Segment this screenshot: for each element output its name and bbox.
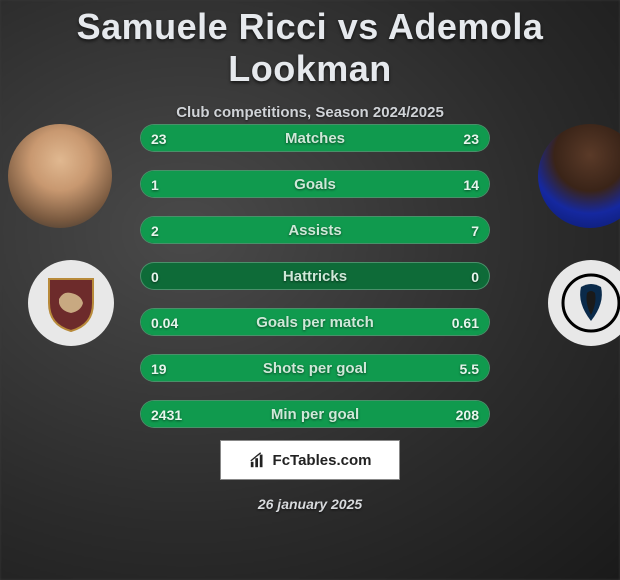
stat-row: 19Shots per goal5.5 — [140, 354, 490, 382]
fctables-logo-icon — [249, 451, 267, 469]
stat-label: Goals per match — [141, 309, 489, 336]
stat-label: Min per goal — [141, 401, 489, 428]
stat-value-right: 5.5 — [460, 355, 479, 382]
stat-value-right: 23 — [463, 125, 479, 152]
stat-row: 2Assists7 — [140, 216, 490, 244]
stat-value-right: 14 — [463, 171, 479, 198]
stats-container: 23Matches231Goals142Assists70Hattricks00… — [140, 124, 490, 446]
stat-label: Hattricks — [141, 263, 489, 290]
stat-value-right: 7 — [471, 217, 479, 244]
comparison-card: Samuele Ricci vs Ademola Lookman Club co… — [0, 0, 620, 580]
player2-avatar — [538, 124, 620, 228]
stat-row: 0.04Goals per match0.61 — [140, 308, 490, 336]
date-label: 26 january 2025 — [0, 496, 620, 512]
branding-badge: FcTables.com — [220, 440, 400, 480]
player1-club-badge — [28, 260, 114, 346]
player2-club-badge — [548, 260, 620, 346]
stat-label: Goals — [141, 171, 489, 198]
torino-badge-icon — [41, 273, 101, 333]
subtitle: Club competitions, Season 2024/2025 — [0, 104, 620, 121]
stat-value-right: 0.61 — [452, 309, 479, 336]
atalanta-badge-icon — [561, 273, 620, 333]
stat-row: 0Hattricks0 — [140, 262, 490, 290]
stat-label: Shots per goal — [141, 355, 489, 382]
page-title: Samuele Ricci vs Ademola Lookman — [0, 0, 620, 90]
stat-value-right: 0 — [471, 263, 479, 290]
branding-text: FcTables.com — [273, 452, 372, 469]
stat-label: Assists — [141, 217, 489, 244]
player1-avatar — [8, 124, 112, 228]
stat-row: 23Matches23 — [140, 124, 490, 152]
stat-row: 2431Min per goal208 — [140, 400, 490, 428]
stat-row: 1Goals14 — [140, 170, 490, 198]
stat-label: Matches — [141, 125, 489, 152]
stat-value-right: 208 — [456, 401, 479, 428]
